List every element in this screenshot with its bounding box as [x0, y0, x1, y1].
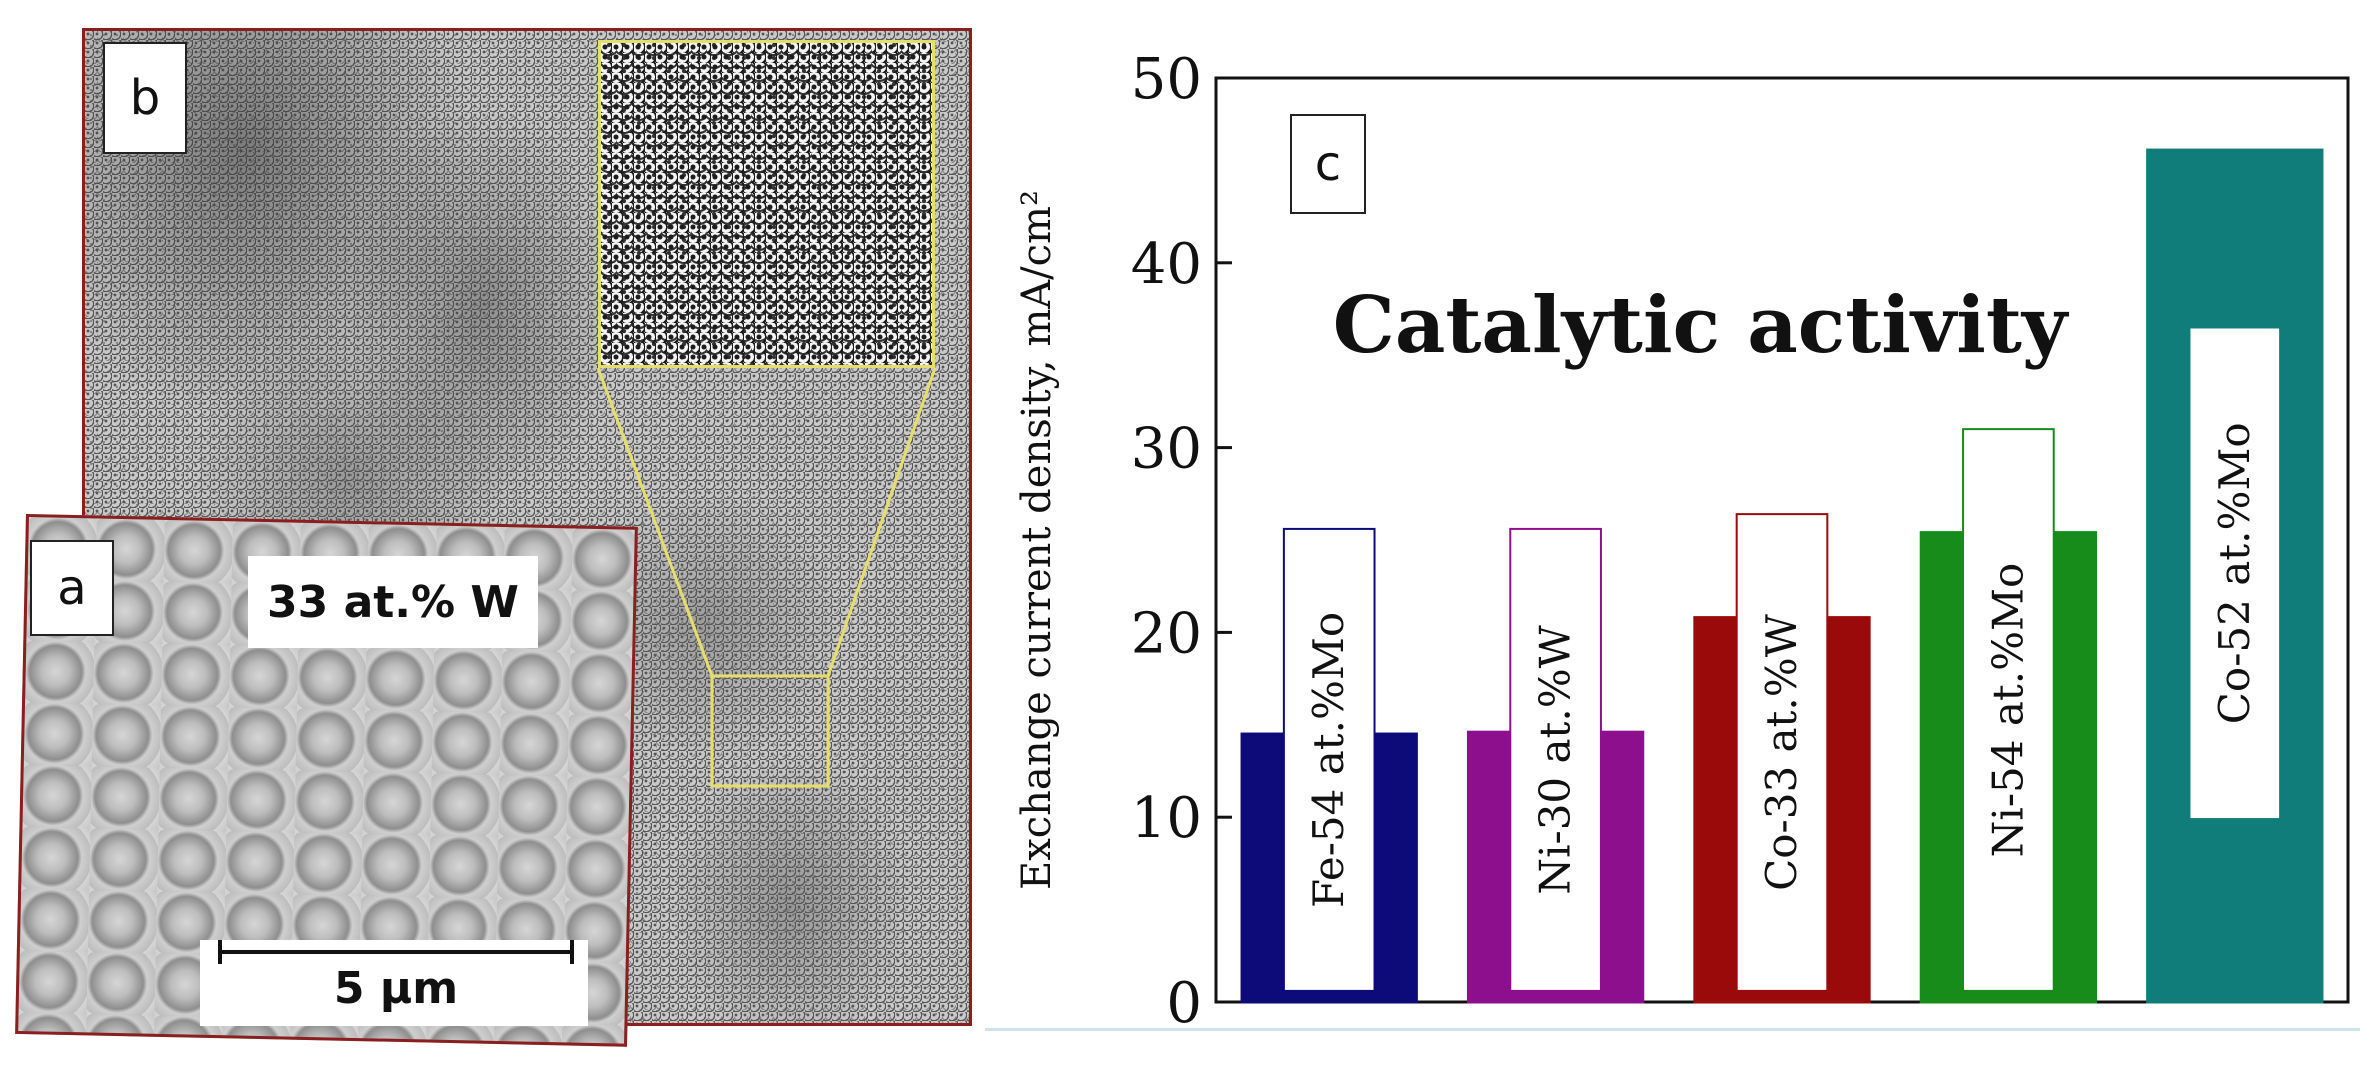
y-tick-label: 40: [1131, 232, 1202, 297]
zoom-inset: [598, 40, 935, 368]
bar-category-label: Co-33 at.%W: [1757, 613, 1806, 891]
chart-title: Catalytic activity: [1333, 280, 2070, 371]
bar-label-box: [1735, 513, 1829, 992]
zoom-line-right: [826, 367, 937, 677]
scale-bar-tick-right: [570, 940, 574, 964]
bar-category-label: Ni-54 at.%Mo: [1983, 563, 2032, 858]
scale-bar-box: [200, 940, 588, 1026]
bar-label-box: [1282, 527, 1376, 992]
y-tick-label: 50: [1131, 47, 1202, 112]
y-axis-label: Exchange current density, mA/cm²: [1014, 190, 1060, 890]
bar-label-box: [1962, 428, 2055, 992]
scale-bar: [218, 950, 574, 954]
y-tick-label: 0: [1166, 971, 1202, 1036]
panel-a-label: a: [30, 540, 114, 636]
bar-outline: [2146, 148, 2324, 1004]
composition-label: 33 at.% W: [248, 556, 538, 648]
y-tick-label: 20: [1131, 601, 1202, 666]
bar-category-label: Ni-30 at.%W: [1531, 624, 1580, 894]
scale-bar-tick-left: [218, 940, 222, 964]
zoom-source-box: [710, 674, 830, 788]
bar-label-box: [2188, 326, 2282, 821]
scale-bar-label: 5 μm: [333, 962, 459, 1014]
y-tick-label: 30: [1131, 417, 1202, 482]
bar-category-label: Co-52 at.%Mo: [2210, 422, 2259, 724]
panel-c-label: c: [1290, 114, 1366, 214]
zoom-line-left: [596, 367, 714, 677]
y-tick-label: 10: [1131, 786, 1202, 851]
bar-category-label: Fe-54 at.%Mo: [1304, 612, 1353, 908]
panel-b-label: b: [103, 42, 187, 154]
bottom-rule: [985, 1028, 2360, 1031]
bar-label-box: [1509, 527, 1602, 992]
